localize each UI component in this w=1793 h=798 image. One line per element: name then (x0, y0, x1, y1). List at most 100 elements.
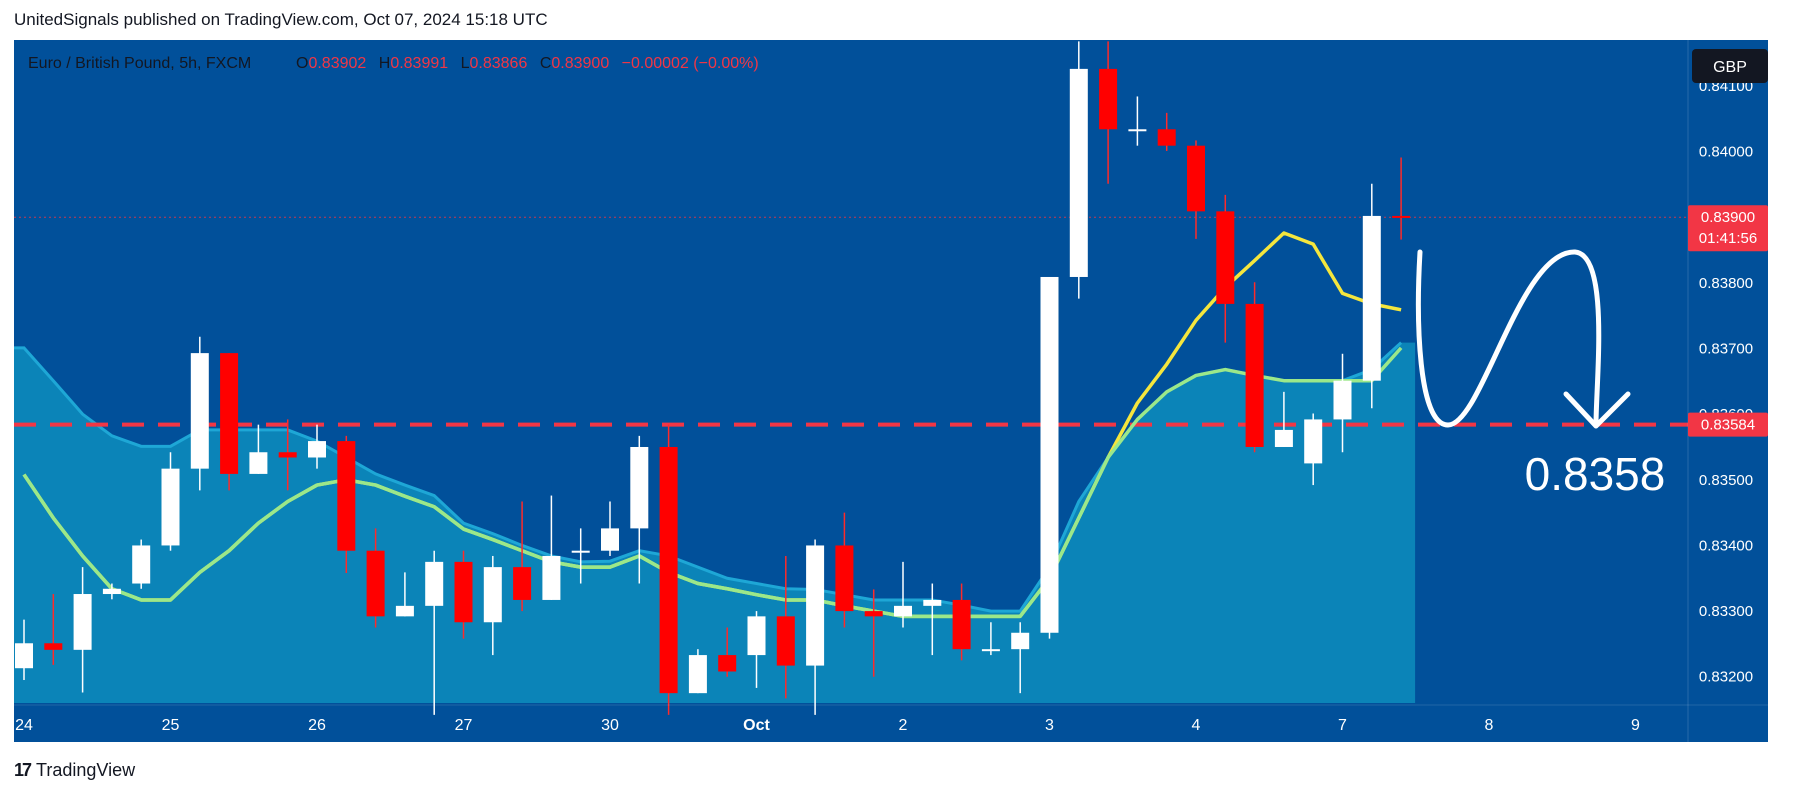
candle (688, 649, 707, 694)
candle (132, 539, 151, 589)
x-axis[interactable]: 24 25 26 27 30 Oct 2 3 4 7 8 9 (14, 704, 1768, 734)
y-axis[interactable]: 0.832000.833000.834000.835000.836000.837… (1687, 40, 1753, 742)
candle (395, 572, 414, 617)
tradingview-logo-icon: 17 (14, 760, 32, 780)
candle (806, 539, 825, 715)
candle-body (454, 561, 473, 623)
candle-body (571, 550, 590, 553)
candle (220, 353, 239, 491)
candle (454, 550, 473, 639)
candle (278, 419, 297, 491)
candle-body (835, 545, 854, 612)
candle-body (542, 555, 561, 600)
candle (542, 495, 561, 600)
candle (102, 583, 121, 600)
legend-l-label: L (461, 55, 470, 72)
candle (366, 528, 385, 628)
candle (571, 528, 590, 584)
candle (923, 583, 942, 656)
level-annotation: 0.8358 (1525, 448, 1666, 500)
footer-brand[interactable]: 17 TradingView (14, 760, 135, 781)
legend-symbol: Euro / British Pound, 5h, FXCM (28, 55, 251, 72)
y-tick-label: 0.84000 (1699, 144, 1753, 161)
candle-body (1011, 632, 1030, 650)
ma-layer (22, 231, 1403, 619)
candle (601, 501, 619, 556)
x-tick-label: 7 (1338, 717, 1347, 734)
candle-body (308, 441, 326, 458)
candle (73, 567, 92, 693)
candle-body (278, 452, 297, 458)
candle-body (630, 446, 649, 529)
candle-body (1157, 129, 1176, 146)
candle (747, 611, 766, 688)
candle (776, 555, 795, 699)
candle (1274, 391, 1293, 447)
legend-h-label: H (379, 55, 391, 72)
candle-body (864, 611, 883, 617)
annotation-layer (1415, 249, 1631, 429)
x-tick-label: 26 (308, 717, 326, 734)
candle (1040, 276, 1059, 639)
y-tick-label: 0.83800 (1699, 275, 1753, 292)
candle-body (1216, 211, 1235, 304)
level-badge-label: 0.83584 (1701, 417, 1755, 434)
candle-layer (15, 41, 1411, 715)
candle (425, 550, 444, 715)
candle-body (366, 550, 385, 617)
candle-body (44, 643, 63, 650)
x-tick-label: 4 (1192, 717, 1201, 734)
candle-body (1362, 215, 1381, 381)
candle-body (1187, 145, 1205, 212)
candle-body (1069, 68, 1088, 277)
x-tick-label: 2 (899, 717, 908, 734)
candle (1011, 622, 1030, 694)
y-tick-label: 0.83400 (1699, 537, 1753, 554)
projection-arrowhead (1563, 391, 1631, 429)
candle (15, 619, 33, 681)
candle (513, 501, 532, 612)
candle-body (776, 616, 795, 666)
candle-body (718, 655, 737, 672)
candle-body (161, 468, 180, 546)
x-tick-label: 24 (15, 717, 33, 734)
candle-body (1040, 276, 1059, 633)
candle-body (220, 353, 239, 474)
candle-body (747, 616, 766, 656)
candle (44, 594, 63, 665)
candle-body (73, 594, 92, 650)
price-badge-price: 0.83900 (1701, 209, 1755, 226)
candle (835, 512, 854, 628)
y-tick-label: 0.83500 (1699, 472, 1753, 489)
candle-body (190, 353, 209, 469)
candle-body (1304, 419, 1323, 464)
area-fill (14, 342, 1416, 703)
candle (981, 622, 1000, 656)
candle-body (1099, 68, 1118, 130)
currency-badge[interactable] (1692, 49, 1768, 83)
candle (718, 627, 737, 677)
legend-c-value: 0.83900 (551, 55, 609, 72)
y-tick-label: 0.83300 (1699, 603, 1753, 620)
footer-brand-label: TradingView (36, 760, 136, 780)
x-tick-label: 3 (1045, 717, 1054, 734)
candle-body (249, 452, 268, 474)
candle (1245, 282, 1264, 453)
price-badge (1688, 205, 1768, 252)
candle-body (395, 605, 414, 617)
candle (1216, 194, 1235, 343)
candle-body (952, 599, 971, 650)
x-tick-label: 27 (455, 717, 473, 734)
candle-body (894, 605, 912, 617)
legend-c-label: C (540, 55, 552, 72)
y-tick-label: 0.83700 (1699, 341, 1753, 358)
candle (1128, 96, 1147, 146)
legend-change: −0.00002 (−0.00%) (622, 55, 759, 72)
candle (1333, 353, 1352, 453)
x-tick-label: 9 (1631, 717, 1640, 734)
x-tick-label: 8 (1485, 717, 1494, 734)
candle-body (688, 655, 707, 694)
candle (308, 424, 326, 469)
candle (249, 424, 268, 474)
